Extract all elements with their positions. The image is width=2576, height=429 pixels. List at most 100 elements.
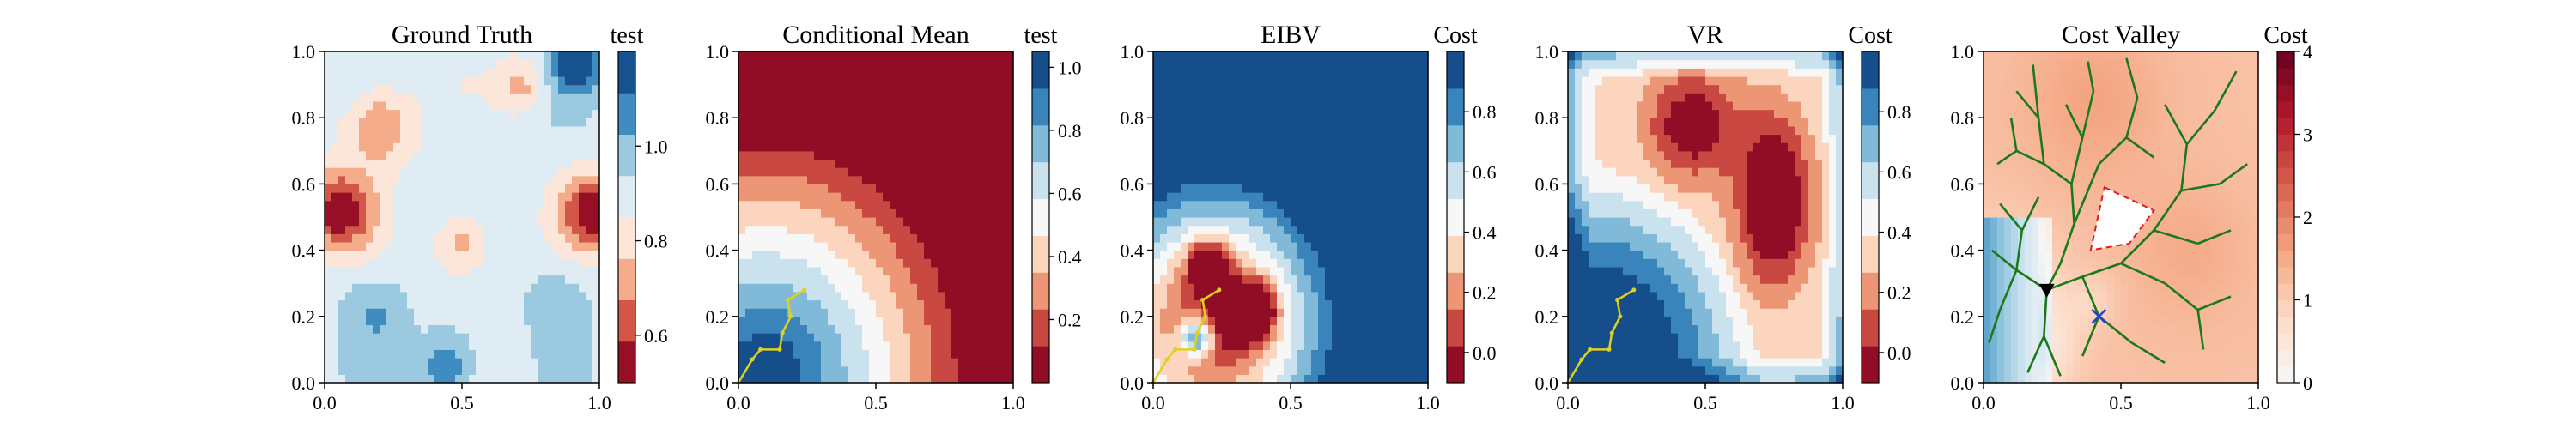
heatmap-cell [910,208,918,218]
heatmap-cell [835,333,842,342]
heatmap-cell [1394,100,1401,111]
heatmap-cell [1188,150,1195,160]
heatmap-cell [1352,316,1360,326]
heatmap-cell [483,208,490,218]
heatmap-cell [579,316,586,326]
heatmap-cell [565,118,573,127]
heatmap-cell [1346,184,1353,193]
heatmap-cell [1242,93,1250,102]
heatmap-cell [835,316,842,326]
heatmap-cell [1291,142,1298,152]
heatmap-cell [999,233,1007,243]
heatmap-cell [965,366,973,375]
heatmap-cell [1256,76,1264,86]
heatmap-cell [421,192,428,202]
heatmap-cell [462,134,470,143]
heatmap-cell [1400,134,1408,143]
heatmap-cell [924,59,932,69]
heatmap-cell [848,225,856,234]
heatmap-cell [828,225,835,234]
heatmap-cell [1400,358,1408,367]
heatmap-cell [800,118,808,127]
heatmap-cell [476,192,483,202]
heatmap-cell [538,150,545,160]
heatmap-cell [1311,142,1319,152]
heatmap-cell [1297,100,1305,111]
heatmap-cell [745,299,753,309]
heatmap-cell [1006,208,1014,218]
heatmap-cell [1400,324,1408,334]
heatmap-cell [1394,291,1401,301]
heatmap-cell [331,291,339,301]
heatmap-cell [1325,184,1333,193]
heatmap-cell [1194,225,1202,234]
heatmap-cell [517,200,525,209]
heatmap-cell [883,308,890,317]
heatmap-cell [517,208,525,218]
heatmap-cell [855,134,863,143]
heatmap-cell [1339,125,1346,136]
heatmap-cell [896,275,904,284]
heatmap-cell [524,125,532,136]
heatmap-cell [814,93,822,102]
heatmap-cell [752,333,760,342]
heatmap-cell [503,93,511,102]
heatmap-cell [469,241,477,251]
heatmap-cell [958,208,966,218]
heatmap-cell [835,217,842,227]
heatmap-cell [448,142,456,152]
heatmap-cell [1181,366,1188,375]
heatmap-cell [1153,308,1161,317]
heatmap-cell [1160,200,1168,209]
heatmap-cell [896,208,904,218]
heatmap-cell [1249,200,1257,209]
heatmap-cell [531,109,538,118]
heatmap-cell [366,159,374,168]
heatmap-cell [338,100,346,111]
heatmap-cell [780,100,787,111]
heatmap-cell [841,299,849,309]
heatmap-cell [890,51,897,61]
heatmap-cell [773,184,781,193]
heatmap-cell [903,51,911,61]
heatmap-cell [951,258,959,268]
heatmap-cell [331,175,339,184]
heatmap-cell [800,233,808,243]
heatmap-cell [773,275,781,284]
heatmap-cell [407,51,415,61]
heatmap-cell [814,125,822,136]
heatmap-cell [1249,51,1257,61]
heatmap-cell [428,184,435,193]
heatmap-cell [931,250,939,259]
heatmap-cell [1160,366,1168,375]
heatmap-cell [780,358,787,367]
heatmap-cell [848,275,856,284]
heatmap-cell [766,349,774,359]
heatmap-cell [393,225,401,234]
heatmap-cell [1297,150,1305,160]
heatmap-cell [931,316,939,326]
heatmap-cell [807,217,815,227]
heatmap-cell [414,349,422,359]
heatmap-cell [476,258,483,268]
heatmap-cell [1400,308,1408,317]
heatmap-cell [752,358,760,367]
heatmap-cell [544,358,552,367]
heatmap-cell [1380,374,1388,384]
heatmap-cell [917,51,925,61]
heatmap-cell [1297,241,1305,251]
heatmap-cell [1277,299,1285,309]
heatmap-cell [483,225,490,234]
heatmap-cell [338,275,346,284]
heatmap-cell [1167,258,1175,268]
heatmap-cell [800,316,808,326]
heatmap-cell [572,299,580,309]
heatmap-cell [579,192,586,202]
heatmap-cell [565,175,573,184]
heatmap-cell [489,225,497,234]
heatmap-cell [565,241,573,251]
heatmap-cell [938,100,945,111]
heatmap-cell [883,341,890,350]
heatmap-cell [393,358,401,367]
heatmap-cell [441,217,449,227]
